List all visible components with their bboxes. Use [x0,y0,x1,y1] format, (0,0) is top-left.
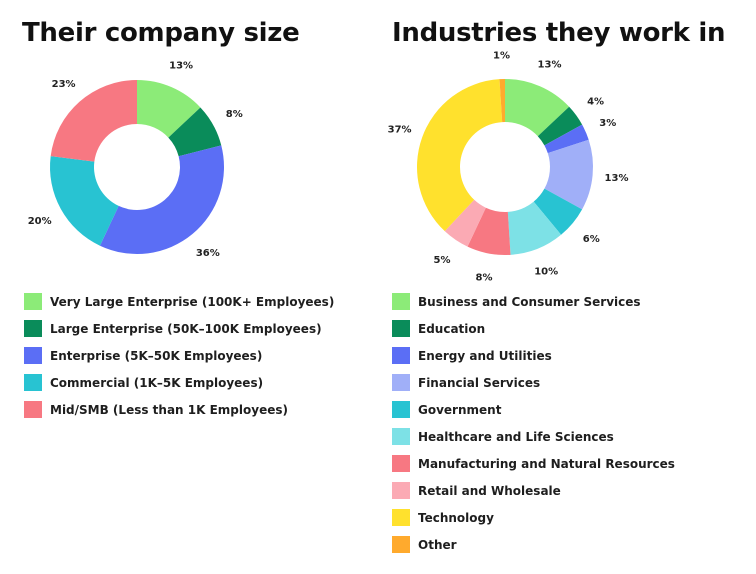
data-label-healthcare-and-life-sciences: 10% [534,267,558,278]
legend-swatch [24,293,42,310]
legend-item-commercial-1k-5k-employees: Commercial (1K–5K Employees) [24,369,334,396]
data-label-technology: 37% [388,125,412,136]
data-label-government: 6% [583,234,600,245]
legend-label: Large Enterprise (50K–100K Employees) [50,321,322,336]
legend-label: Healthcare and Life Sciences [418,429,614,444]
legend-swatch [24,401,42,418]
pie-slice-government [533,188,583,235]
data-label-energy-and-utilities: 3% [599,118,616,129]
company-size-legend: Very Large Enterprise (100K+ Employees) L… [24,288,334,423]
legend-item-large-enterprise-50k-100k-employees: Large Enterprise (50K–100K Employees) [24,315,334,342]
data-label-business-and-consumer-services: 13% [538,60,562,71]
data-label-enterprise-5k-50k-employees: 36% [196,248,220,259]
legend-label: Other [418,537,457,552]
legend-label: Enterprise (5K–50K Employees) [50,348,263,363]
legend-item-business-and-consumer-services: Business and Consumer Services [392,288,675,315]
data-label-financial-services: 13% [605,173,629,184]
legend-label: Technology [418,510,494,525]
pie-slice-healthcare-and-life-sciences [507,201,562,255]
legend-swatch [392,482,410,499]
legend-item-enterprise-5k-50k-employees: Enterprise (5K–50K Employees) [24,342,334,369]
legend-label: Commercial (1K–5K Employees) [50,375,264,390]
pie-slice-commercial-1k-5k-employees [50,156,119,246]
legend-swatch [24,374,42,391]
industries-legend: Business and Consumer Services Education E… [392,288,675,558]
data-label-other: 1% [493,51,510,62]
legend-item-other: Other [392,531,675,558]
legend-swatch [24,320,42,337]
legend-item-technology: Technology [392,504,675,531]
legend-swatch [392,320,410,337]
data-label-commercial-1k-5k-employees: 20% [28,216,52,227]
legend-item-energy-and-utilities: Energy and Utilities [392,342,675,369]
data-label-education: 4% [587,97,604,108]
legend-item-healthcare-and-life-sciences: Healthcare and Life Sciences [392,423,675,450]
pie-slice-other [499,79,505,123]
company-size-panel: Their company size 13% 8% 36% 20% 23% Very L… [22,18,334,423]
data-label-retail-and-wholesale: 5% [434,255,451,266]
pie-slice-large-enterprise-50k-100k-employees [168,107,222,157]
pie-slice-education [537,106,583,146]
pie-slice-energy-and-utilities [544,124,589,154]
legend-swatch [392,374,410,391]
legend-item-manufacturing-and-natural-resources: Manufacturing and Natural Resources [392,450,675,477]
legend-swatch [24,347,42,364]
legend-item-mid-smb-less-than-1k-employees: Mid/SMB (Less than 1K Employees) [24,396,334,423]
pie-slice-financial-services [544,139,593,210]
legend-item-government: Government [392,396,675,423]
pie-slice-technology [417,79,503,232]
legend-label: Very Large Enterprise (100K+ Employees) [50,294,335,309]
pie-slice-very-large-enterprise-100k-employees [137,80,201,138]
data-label-very-large-enterprise-100k-employees: 13% [169,61,193,72]
legend-swatch [392,536,410,553]
pie-slice-business-and-consumer-services [505,79,570,137]
chart-title: Industries they work in [392,18,726,48]
legend-item-retail-and-wholesale: Retail and Wholesale [392,477,675,504]
legend-label: Manufacturing and Natural Resources [418,456,675,471]
legend-swatch [392,509,410,526]
legend-swatch [392,455,410,472]
legend-label: Mid/SMB (Less than 1K Employees) [50,402,288,417]
legend-swatch [392,401,410,418]
legend-swatch [392,293,410,310]
pie-slice-mid-smb-less-than-1k-employees [50,80,137,162]
industries-donut-chart: 13% 4% 3% 13% 6% 10% 8% 5% 37% 1% [388,51,629,284]
legend-label: Retail and Wholesale [418,483,561,498]
legend-label: Business and Consumer Services [418,294,641,309]
data-label-manufacturing-and-natural-resources: 8% [476,273,493,284]
industries-panel: Industries they work in 13% 4% 3% 13% 6% 10% 8… [378,0,756,574]
legend-label: Education [418,321,486,336]
pie-slice-manufacturing-and-natural-resources [467,207,511,255]
legend-item-financial-services: Financial Services [392,369,675,396]
legend-label: Financial Services [418,375,541,390]
legend-item-education: Education [392,315,675,342]
company-size-donut-chart: 13% 8% 36% 20% 23% [28,61,243,259]
data-label-mid-smb-less-than-1k-employees: 23% [52,79,76,90]
legend-label: Energy and Utilities [418,348,552,363]
chart-title: Their company size [22,18,300,48]
legend-item-very-large-enterprise-100k-employees: Very Large Enterprise (100K+ Employees) [24,288,334,315]
legend-label: Government [418,402,502,417]
pie-slice-retail-and-wholesale [444,199,486,247]
pie-slice-enterprise-5k-50k-employees [99,145,224,255]
legend-swatch [392,428,410,445]
data-label-large-enterprise-50k-100k-employees: 8% [226,109,243,120]
legend-swatch [392,347,410,364]
